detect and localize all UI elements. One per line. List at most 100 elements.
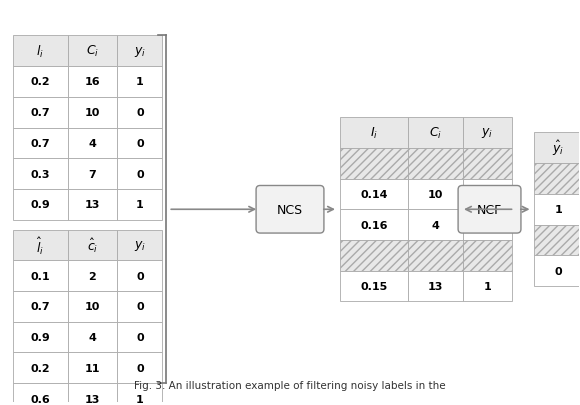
Bar bbox=[534, 225, 580, 256]
Bar bbox=[13, 291, 67, 322]
Text: 0.14: 0.14 bbox=[360, 190, 387, 199]
Text: 1: 1 bbox=[484, 281, 491, 291]
Text: 0.7: 0.7 bbox=[30, 108, 50, 118]
FancyBboxPatch shape bbox=[256, 186, 324, 233]
Text: 10: 10 bbox=[85, 302, 100, 311]
Bar bbox=[117, 291, 162, 322]
Bar bbox=[117, 322, 162, 353]
Text: 4: 4 bbox=[431, 220, 439, 230]
Text: 13: 13 bbox=[427, 281, 443, 291]
Bar bbox=[534, 194, 580, 225]
Text: 0.1: 0.1 bbox=[30, 271, 50, 281]
Text: 0.7: 0.7 bbox=[30, 139, 50, 149]
Text: 0.7: 0.7 bbox=[30, 302, 50, 311]
Text: 7: 7 bbox=[89, 169, 96, 179]
Bar bbox=[463, 241, 513, 271]
Bar bbox=[67, 98, 117, 128]
Text: 0: 0 bbox=[136, 271, 144, 281]
Bar bbox=[13, 98, 67, 128]
Text: NCF: NCF bbox=[477, 203, 502, 216]
Bar bbox=[340, 179, 408, 210]
Text: 16: 16 bbox=[85, 77, 100, 87]
Text: 10: 10 bbox=[427, 190, 443, 199]
Text: NCS: NCS bbox=[277, 203, 303, 216]
Bar bbox=[117, 128, 162, 159]
Bar bbox=[13, 230, 67, 261]
Text: 0: 0 bbox=[484, 220, 491, 230]
Bar bbox=[13, 190, 67, 220]
Bar bbox=[340, 210, 408, 241]
Bar bbox=[67, 261, 117, 291]
Bar bbox=[67, 159, 117, 190]
Text: 0: 0 bbox=[136, 332, 144, 342]
Text: 0.9: 0.9 bbox=[30, 200, 50, 210]
Text: $C_i$: $C_i$ bbox=[429, 126, 442, 141]
Text: 0: 0 bbox=[136, 169, 144, 179]
Text: 13: 13 bbox=[85, 200, 100, 210]
Bar bbox=[13, 353, 67, 383]
Bar bbox=[117, 36, 162, 67]
Bar bbox=[340, 149, 408, 179]
Bar bbox=[67, 190, 117, 220]
Bar bbox=[340, 271, 408, 302]
Bar bbox=[340, 241, 408, 271]
Text: 0.2: 0.2 bbox=[30, 363, 50, 373]
Text: 0: 0 bbox=[136, 302, 144, 311]
Bar bbox=[463, 210, 513, 241]
Bar bbox=[117, 67, 162, 98]
Bar bbox=[117, 98, 162, 128]
Bar bbox=[463, 118, 513, 149]
Bar bbox=[13, 36, 67, 67]
Text: 0.6: 0.6 bbox=[30, 394, 50, 403]
Bar bbox=[13, 67, 67, 98]
Bar bbox=[67, 36, 117, 67]
Bar bbox=[408, 118, 463, 149]
Text: $C_i$: $C_i$ bbox=[86, 44, 99, 59]
Bar bbox=[408, 271, 463, 302]
Text: 0: 0 bbox=[136, 139, 144, 149]
Text: 0: 0 bbox=[554, 266, 562, 276]
Bar bbox=[340, 118, 408, 149]
Bar bbox=[67, 291, 117, 322]
Bar bbox=[117, 261, 162, 291]
Bar bbox=[534, 164, 580, 194]
Text: 0.9: 0.9 bbox=[30, 332, 50, 342]
Text: 10: 10 bbox=[85, 108, 100, 118]
Text: 1: 1 bbox=[136, 200, 144, 210]
Text: 13: 13 bbox=[85, 394, 100, 403]
Bar bbox=[67, 383, 117, 405]
Text: $y_i$: $y_i$ bbox=[134, 45, 146, 59]
FancyBboxPatch shape bbox=[458, 186, 521, 233]
Text: 4: 4 bbox=[89, 139, 96, 149]
Bar bbox=[67, 230, 117, 261]
Text: Fig. 3. An illustration example of filtering noisy labels in the: Fig. 3. An illustration example of filte… bbox=[134, 380, 446, 390]
Text: 1: 1 bbox=[136, 394, 144, 403]
Bar bbox=[408, 241, 463, 271]
Text: $y_i$: $y_i$ bbox=[134, 239, 146, 252]
Text: 2: 2 bbox=[89, 271, 96, 281]
Bar bbox=[13, 261, 67, 291]
Bar bbox=[13, 322, 67, 353]
Bar bbox=[117, 159, 162, 190]
Text: 0.2: 0.2 bbox=[30, 77, 50, 87]
Text: 0.16: 0.16 bbox=[360, 220, 387, 230]
Text: 0: 0 bbox=[136, 108, 144, 118]
Bar bbox=[463, 271, 513, 302]
Text: $\hat{l}_i$: $\hat{l}_i$ bbox=[36, 235, 44, 256]
Bar bbox=[534, 133, 580, 164]
Text: 0.3: 0.3 bbox=[30, 169, 50, 179]
Bar bbox=[117, 353, 162, 383]
Text: $\hat{c}_i$: $\hat{c}_i$ bbox=[87, 236, 98, 254]
Text: $\hat{y}_i$: $\hat{y}_i$ bbox=[552, 139, 564, 158]
Bar bbox=[463, 149, 513, 179]
Bar bbox=[117, 190, 162, 220]
Text: 11: 11 bbox=[85, 363, 100, 373]
Bar bbox=[534, 256, 580, 286]
Text: 0: 0 bbox=[484, 190, 491, 199]
Text: $y_i$: $y_i$ bbox=[481, 126, 494, 140]
Bar bbox=[408, 149, 463, 179]
Bar bbox=[67, 353, 117, 383]
Bar bbox=[13, 128, 67, 159]
Bar bbox=[67, 67, 117, 98]
Text: $I_i$: $I_i$ bbox=[370, 126, 378, 141]
